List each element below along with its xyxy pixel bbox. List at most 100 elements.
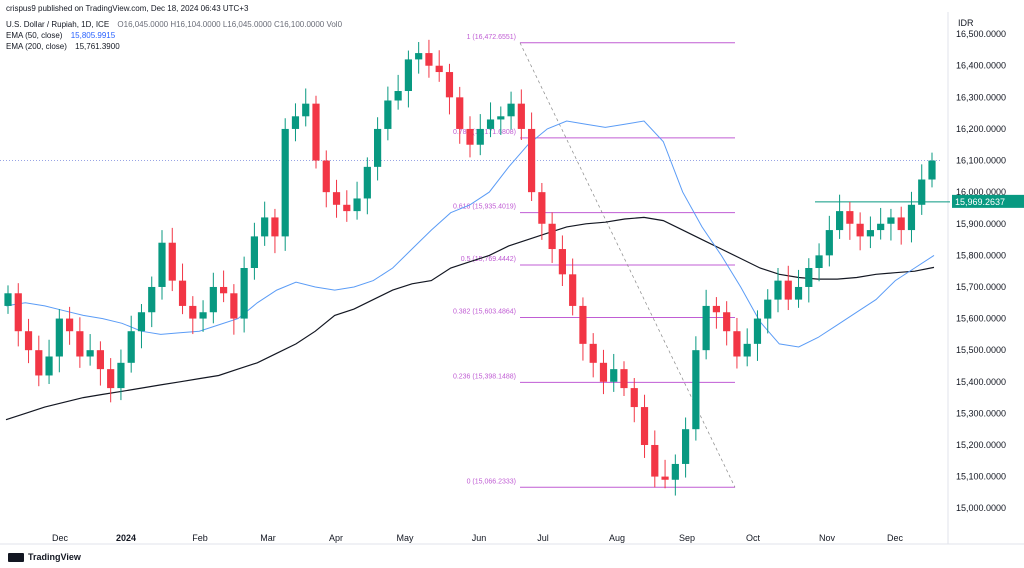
- candle-body: [137, 312, 146, 332]
- y-tick-label: 15,000.0000: [956, 503, 1006, 513]
- candle-body: [189, 305, 197, 319]
- candle-body: [825, 230, 833, 256]
- candle-body: [815, 255, 823, 268]
- candle-body: [168, 242, 176, 281]
- candle-body: [640, 407, 649, 445]
- candle-body: [620, 369, 628, 389]
- candle-body: [476, 128, 484, 145]
- ema50-value: 15,805.9915: [70, 31, 116, 40]
- candle-body: [230, 293, 238, 319]
- candle-body: [425, 53, 433, 66]
- y-tick-label: 15,200.0000: [956, 440, 1006, 450]
- candle-body: [764, 299, 772, 319]
- ema200-value: 15,761.3900: [75, 42, 120, 51]
- candle-body: [312, 103, 320, 161]
- candle-body: [66, 318, 74, 332]
- last-price-tag: [952, 194, 1024, 208]
- candle-body: [24, 331, 33, 351]
- candle-body: [548, 223, 556, 250]
- candle-body: [692, 350, 700, 430]
- candle-body: [579, 305, 587, 344]
- y-tick-label: 15,700.0000: [956, 282, 1006, 292]
- candle-body: [866, 230, 874, 237]
- candle-body: [35, 350, 43, 376]
- candle-body: [599, 362, 608, 382]
- x-tick-label: Sep: [679, 533, 695, 543]
- candle-body: [374, 128, 382, 167]
- candle-body: [538, 192, 546, 224]
- symbol-line: U.S. Dollar / Rupiah, 1D, ICE O16,045.00…: [6, 20, 342, 29]
- x-tick-label: Apr: [329, 533, 343, 543]
- x-tick-label: Feb: [192, 533, 208, 543]
- fib-trend-line: [519, 42, 736, 488]
- candle-body: [250, 236, 258, 268]
- candle-body: [456, 97, 464, 129]
- y-tick-label: 16,000.0000: [956, 187, 1006, 197]
- y-tick-label: 16,500.0000: [956, 29, 1006, 39]
- candle-body: [836, 211, 844, 231]
- candle-body: [671, 463, 679, 480]
- candle-body: [733, 331, 741, 357]
- candle-body: [86, 350, 94, 357]
- x-tick-label: May: [396, 533, 414, 543]
- candle-body: [486, 119, 495, 129]
- candle-body: [630, 388, 638, 408]
- fib-level-label: 0.786 (16,171.6808): [453, 129, 516, 136]
- candle-body: [569, 274, 577, 306]
- candle-body: [415, 53, 423, 60]
- y-tick-label: 16,400.0000: [956, 61, 1006, 71]
- candle-body: [394, 91, 402, 101]
- candle-body: [589, 343, 597, 363]
- candle-body: [517, 103, 525, 129]
- candle-body: [907, 204, 916, 231]
- candle-body: [158, 242, 166, 287]
- candle-body: [209, 286, 217, 313]
- y-tick-label: 16,100.0000: [956, 156, 1006, 166]
- candle-body: [877, 223, 885, 231]
- candle-body: [127, 331, 135, 363]
- candle-body: [178, 280, 187, 306]
- candle-body: [322, 160, 330, 193]
- x-tick-label: Nov: [819, 533, 836, 543]
- candle-body: [702, 305, 710, 351]
- x-tick-label: 2024: [116, 533, 136, 543]
- candle-body: [363, 166, 371, 199]
- y-tick-label: 15,400.0000: [956, 377, 1006, 387]
- candle-body: [610, 369, 618, 382]
- x-tick-label: Jun: [472, 533, 487, 543]
- candle-body: [682, 429, 690, 464]
- candle-body: [384, 100, 392, 129]
- published-credit: crispus9 published on TradingView.com, D…: [6, 4, 249, 13]
- last-price-tag-text: 15,969.2637: [955, 197, 1005, 207]
- candle-body: [774, 280, 782, 300]
- y-tick-label: 16,200.0000: [956, 124, 1006, 134]
- candle-body: [794, 286, 803, 300]
- candle-body: [435, 65, 443, 73]
- candle-body: [466, 128, 474, 145]
- candle-body: [96, 350, 104, 370]
- fib-level-label: 0.618 (15,935.4019): [453, 204, 516, 211]
- fib-level-label: 0.382 (15,603.4864): [453, 308, 516, 315]
- candle-body: [302, 103, 310, 117]
- candle-body: [784, 280, 792, 300]
- candle-body: [148, 286, 156, 313]
- tradingview-logo-text: TradingView: [28, 552, 81, 562]
- ema200-label: EMA (200, close): [6, 42, 67, 51]
- candle-body: [918, 179, 926, 205]
- candle-body: [712, 305, 720, 313]
- candle-body: [107, 369, 115, 389]
- candle-body: [887, 217, 895, 224]
- currency-label: IDR: [958, 18, 974, 28]
- y-tick-label: 15,100.0000: [956, 472, 1006, 482]
- candle-body: [240, 268, 248, 319]
- candle-body: [753, 318, 762, 344]
- fib-level-label: 0 (15,066.2333): [467, 478, 516, 485]
- x-tick-label: Dec: [887, 533, 904, 543]
- x-tick-label: Mar: [260, 533, 276, 543]
- fib-level-label: 1 (16,472.6551): [467, 34, 516, 41]
- candle-body: [743, 343, 751, 357]
- candle-body: [723, 312, 731, 332]
- ema50-line: [5, 120, 935, 348]
- y-tick-label: 16,300.0000: [956, 92, 1006, 102]
